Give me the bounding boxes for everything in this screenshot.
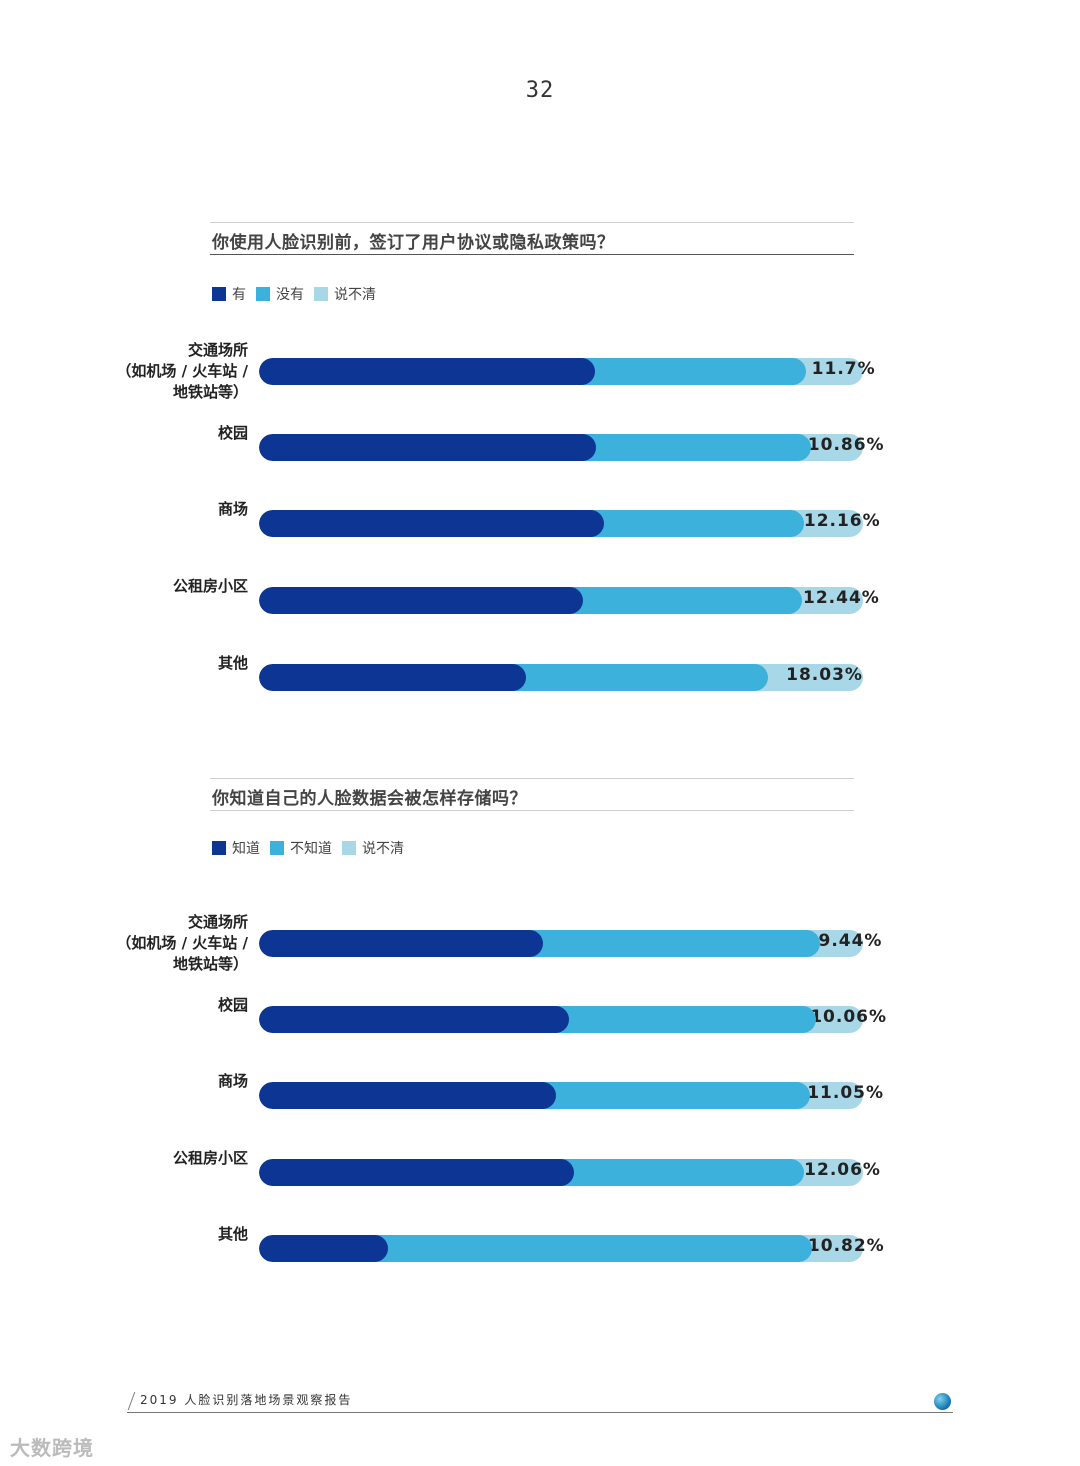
chart2-legend: 知道 不知道 说不清 <box>212 838 414 858</box>
category-label-line: 商场 <box>217 1072 248 1090</box>
category-label: 校园 <box>218 423 248 444</box>
category-label: 交通场所 （如机场 / 火车站 / 地铁站等） <box>116 340 248 403</box>
bar-segment-secondary <box>580 358 807 385</box>
stacked-bar <box>259 1006 863 1033</box>
legend-item: 不知道 <box>270 838 332 858</box>
bar-segment-secondary <box>512 664 769 691</box>
data-label: 9.44% <box>818 931 883 951</box>
category-label-line: 地铁站等） <box>172 954 248 973</box>
footer-report-title: 2019 人脸识别落地场景观察报告 <box>140 1393 353 1407</box>
category-label: 商场 <box>218 499 248 520</box>
legend-swatch <box>314 287 328 301</box>
stacked-bar <box>259 358 863 385</box>
category-label-line: 其他 <box>217 654 248 672</box>
data-label: 12.44% <box>803 588 880 608</box>
chart2-title: 你知道自己的人脸数据会被怎样存储吗？ <box>212 789 527 809</box>
legend-swatch <box>212 287 226 301</box>
data-label: 10.82% <box>807 1236 885 1256</box>
category-label-line: 其他 <box>217 1225 248 1243</box>
chart1-title: 你使用人脸识别前，签订了用户协议或隐私政策吗？ <box>212 233 615 253</box>
footer-slash <box>127 1392 136 1410</box>
bar-segment-secondary <box>373 1235 812 1262</box>
bar-segment-secondary <box>555 1006 817 1033</box>
legend-label: 说不清 <box>334 287 376 303</box>
category-label: 公租房小区 <box>173 1148 248 1169</box>
legend-swatch <box>256 287 270 301</box>
data-label: 18.03% <box>786 665 863 685</box>
bar-segment-primary <box>259 1082 556 1109</box>
bar-segment-secondary <box>581 434 812 461</box>
legend-label: 知道 <box>232 841 260 857</box>
chart1-bottom-rule <box>210 254 854 255</box>
bar-segment-secondary <box>559 1159 805 1186</box>
legend-label: 有 <box>232 287 246 303</box>
bar-segment-primary <box>259 510 604 537</box>
category-label-line: 交通场所 <box>187 912 248 931</box>
footer-globe-icon <box>934 1393 951 1410</box>
chart2-top-rule <box>210 778 854 779</box>
data-label: 10.06% <box>810 1007 888 1027</box>
data-label: 11.05% <box>807 1083 885 1103</box>
category-label-line: 地铁站等） <box>172 382 248 401</box>
footer-rule <box>127 1412 953 1413</box>
data-label: 12.06% <box>804 1160 881 1180</box>
stacked-bar <box>259 664 863 691</box>
category-label-line: 商场 <box>217 500 248 518</box>
category-label-line: 校园 <box>217 996 248 1014</box>
category-label-line: （如机场 / 火车站 / <box>116 933 248 952</box>
page-number: 32 <box>525 78 555 103</box>
category-label: 校园 <box>218 995 248 1016</box>
bar-segment-primary <box>259 1006 570 1033</box>
category-label-line: 交通场所 <box>187 340 248 359</box>
data-label: 11.7% <box>811 359 876 379</box>
stacked-bar <box>259 1235 863 1262</box>
data-label: 10.86% <box>807 435 885 455</box>
legend-item: 说不清 <box>314 284 376 304</box>
category-label: 交通场所 （如机场 / 火车站 / 地铁站等） <box>116 912 248 975</box>
category-label: 其他 <box>218 653 248 674</box>
chart1-top-rule <box>210 222 854 223</box>
bar-segment-primary <box>259 930 544 957</box>
stacked-bar <box>259 1082 863 1109</box>
chart2-bottom-rule <box>210 810 854 811</box>
category-label-line: （如机场 / 火车站 / <box>116 361 248 380</box>
legend-label: 没有 <box>276 287 304 303</box>
chart1-legend: 有 没有 说不清 <box>212 284 386 304</box>
stacked-bar <box>259 587 863 614</box>
legend-swatch <box>212 841 226 855</box>
bar-segment-secondary <box>568 587 802 614</box>
category-label-line: 公租房小区 <box>172 1149 248 1167</box>
category-label-line: 公租房小区 <box>172 577 248 595</box>
category-label-line: 校园 <box>217 424 248 442</box>
category-label: 其他 <box>218 1224 248 1245</box>
stacked-bar <box>259 434 863 461</box>
legend-item: 有 <box>212 284 246 304</box>
legend-label: 说不清 <box>362 841 404 857</box>
legend-label: 不知道 <box>290 841 332 857</box>
bar-segment-secondary <box>541 1082 811 1109</box>
bar-segment-primary <box>259 1159 574 1186</box>
bar-segment-primary <box>259 434 596 461</box>
category-label: 公租房小区 <box>173 576 248 597</box>
bar-segment-primary <box>259 358 595 385</box>
stacked-bar <box>259 930 863 957</box>
watermark: 大数跨境 <box>10 1436 94 1460</box>
legend-item: 说不清 <box>342 838 404 858</box>
bar-segment-unsure <box>754 664 863 691</box>
legend-swatch <box>342 841 356 855</box>
stacked-bar <box>259 510 863 537</box>
data-label: 12.16% <box>803 511 881 531</box>
bar-segment-primary <box>259 587 583 614</box>
bar-segment-secondary <box>529 930 820 957</box>
bar-segment-primary <box>259 664 527 691</box>
legend-item: 没有 <box>256 284 304 304</box>
legend-swatch <box>270 841 284 855</box>
stacked-bar <box>259 1159 863 1186</box>
bar-segment-secondary <box>589 510 804 537</box>
legend-item: 知道 <box>212 838 260 858</box>
bar-segment-primary <box>259 1235 388 1262</box>
category-label: 商场 <box>218 1071 248 1092</box>
